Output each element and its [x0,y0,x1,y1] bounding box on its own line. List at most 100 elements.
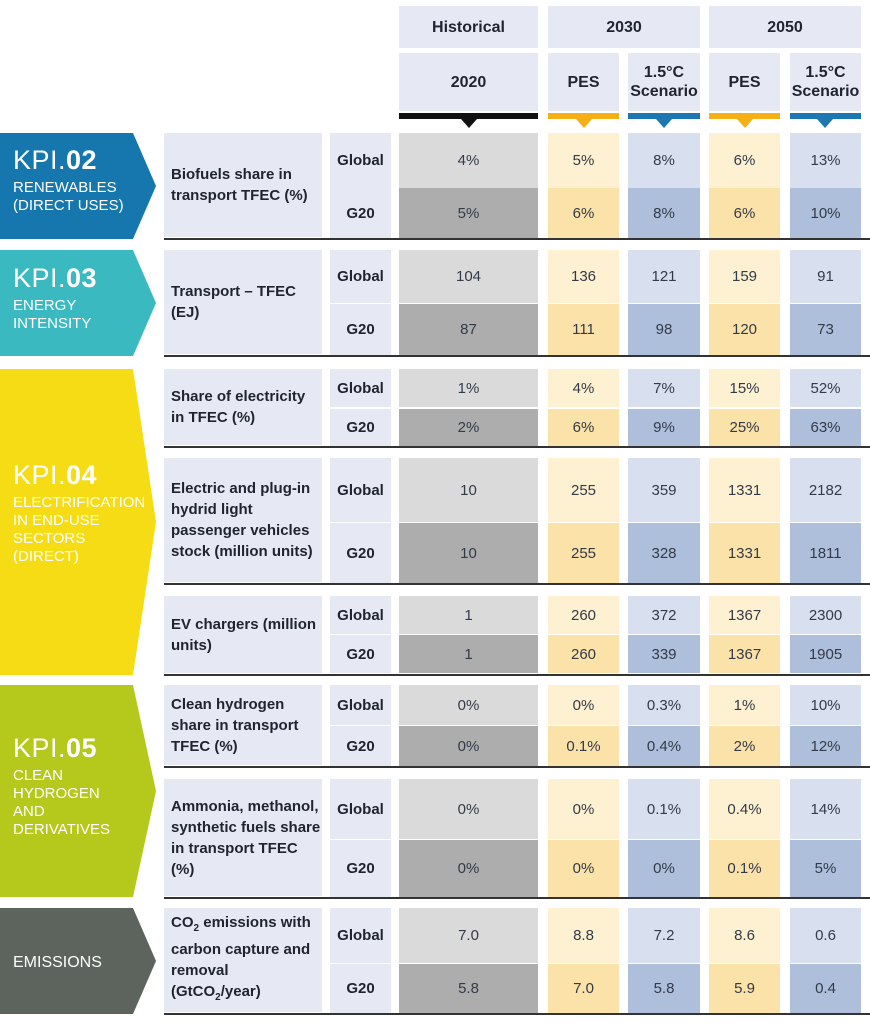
value-cell-scenario-2050: 73 [790,304,861,355]
value-cell-scenario-2030: 372 [628,596,700,634]
value-cell-pes-2050: 120 [709,304,780,355]
scope-label-g20: G20 [330,840,391,897]
value-cell-scenario-2030: 0.4% [628,726,700,766]
value-cell-historical-2020: 5.8 [399,964,538,1013]
value-cell-scenario-2050: 63% [790,409,861,446]
value-cell-historical-2020: 1 [399,635,538,673]
value-cell-pes-2050: 0.4% [709,779,780,839]
value-cell-pes-2050: 1331 [709,523,780,583]
kpi-02-badge: KPI.02 RENEWABLES (DIRECT USES) [0,133,156,239]
value-cell-historical-2020: 0% [399,726,538,766]
scope-label-global: Global [330,779,391,839]
scenario-2030-header: 1.5°C Scenario [628,53,700,111]
scenario-2050-marker-bar [790,113,861,119]
value-cell-pes-2030: 4% [548,369,619,407]
scope-label-global: Global [330,458,391,522]
section-divider [164,674,870,676]
value-cell-historical-2020: 1% [399,369,538,407]
value-cell-scenario-2050: 0.4 [790,964,861,1013]
kpi-02-code-number: 02 [66,145,98,175]
value-cell-historical-2020: 0% [399,685,538,725]
kpi-04-code-prefix: KPI. [13,460,67,490]
value-cell-scenario-2050: 14% [790,779,861,839]
kpi-05-badge: KPI.05 CLEAN HYDROGEN AND DERIVATIVES [0,685,156,897]
value-cell-pes-2050: 1367 [709,596,780,634]
kpi-04-code-number: 04 [66,460,98,490]
value-cell-pes-2030: 6% [548,409,619,446]
value-cell-pes-2050: 2% [709,726,780,766]
scope-label-global: Global [330,596,391,634]
section-divider [164,1013,870,1015]
value-cell-scenario-2050: 52% [790,369,861,407]
value-cell-historical-2020: 1 [399,596,538,634]
value-cell-pes-2050: 159 [709,250,780,303]
value-cell-scenario-2030: 7% [628,369,700,407]
kpi-03-code-prefix: KPI. [13,263,67,293]
value-cell-scenario-2030: 8% [628,188,700,238]
kpi-02-arrow-shape [0,133,156,239]
pes-2030-header: PES [548,53,619,111]
pes-2050-header: PES [709,53,780,111]
kpi-04-name: ELECTRIFICATION IN END-USE SECTORS (DIRE… [13,494,146,565]
kpi-05-code-number: 05 [66,733,98,763]
value-cell-scenario-2050: 1811 [790,523,861,583]
value-cell-historical-2020: 2% [399,409,538,446]
indicator-label-ev-stock: Electric and plug-in hydrid light passen… [164,458,322,582]
scenario-2030-marker-bar [628,113,700,119]
scope-label-global: Global [330,685,391,725]
kpi-04-arrow-shape [0,369,156,675]
year-2050-header: 2050 [709,6,861,48]
value-cell-pes-2050: 25% [709,409,780,446]
value-cell-historical-2020: 7.0 [399,908,538,963]
kpi-03-arrow-shape [0,250,156,356]
value-cell-scenario-2050: 1905 [790,635,861,673]
value-cell-pes-2050: 1367 [709,635,780,673]
indicator-label-co2-emissions: CO2 emissions with carbon capture and re… [164,908,322,1012]
value-cell-scenario-2050: 0.6 [790,908,861,963]
kpi-04-badge: KPI.04 ELECTRIFICATION IN END-USE SECTOR… [0,369,156,675]
value-cell-pes-2030: 260 [548,635,619,673]
value-cell-pes-2030: 260 [548,596,619,634]
value-cell-scenario-2030: 0.3% [628,685,700,725]
value-cell-pes-2030: 0% [548,779,619,839]
kpi-02-name: RENEWABLES (DIRECT USES) [13,179,124,214]
value-cell-pes-2050: 8.6 [709,908,780,963]
scope-label-g20: G20 [330,188,391,238]
indicator-label-ev-chargers: EV chargers (million units) [164,596,322,673]
value-cell-pes-2050: 5.9 [709,964,780,1013]
value-cell-scenario-2030: 0% [628,840,700,897]
emissions-badge: EMISSIONS [0,908,156,1014]
value-cell-pes-2050: 15% [709,369,780,407]
scope-label-global: Global [330,133,391,188]
value-cell-scenario-2050: 2300 [790,596,861,634]
value-cell-scenario-2030: 98 [628,304,700,355]
value-cell-pes-2050: 6% [709,188,780,238]
value-cell-scenario-2050: 10% [790,188,861,238]
kpi-05-name: CLEAN HYDROGEN AND DERIVATIVES [13,767,110,838]
scope-label-global: Global [330,369,391,407]
value-cell-historical-2020: 0% [399,779,538,839]
scenario-2050-marker-arrow [817,119,833,128]
section-divider [164,238,870,240]
value-cell-pes-2030: 136 [548,250,619,303]
value-cell-scenario-2030: 0.1% [628,779,700,839]
section-divider [164,583,870,585]
section-divider [164,446,870,448]
value-cell-historical-2020: 10 [399,523,538,583]
value-cell-scenario-2050: 2182 [790,458,861,522]
value-cell-scenario-2030: 8% [628,133,700,188]
pes-2030-marker-arrow [576,119,592,128]
value-cell-pes-2030: 7.0 [548,964,619,1013]
indicator-label-clean-hydrogen: Clean hydrogen share in transport TFEC (… [164,685,322,765]
pes-2050-marker-arrow [737,119,753,128]
scope-label-g20: G20 [330,964,391,1013]
kpi-03-name: ENERGY INTENSITY [13,297,92,332]
indicator-label-synthetic-fuels: Ammonia, methanol, synthetic fuels share… [164,779,322,896]
value-cell-pes-2050: 0.1% [709,840,780,897]
value-cell-scenario-2030: 5.8 [628,964,700,1013]
value-cell-historical-2020: 0% [399,840,538,897]
value-cell-pes-2050: 1% [709,685,780,725]
section-divider [164,897,870,899]
value-cell-scenario-2030: 328 [628,523,700,583]
value-cell-historical-2020: 10 [399,458,538,522]
